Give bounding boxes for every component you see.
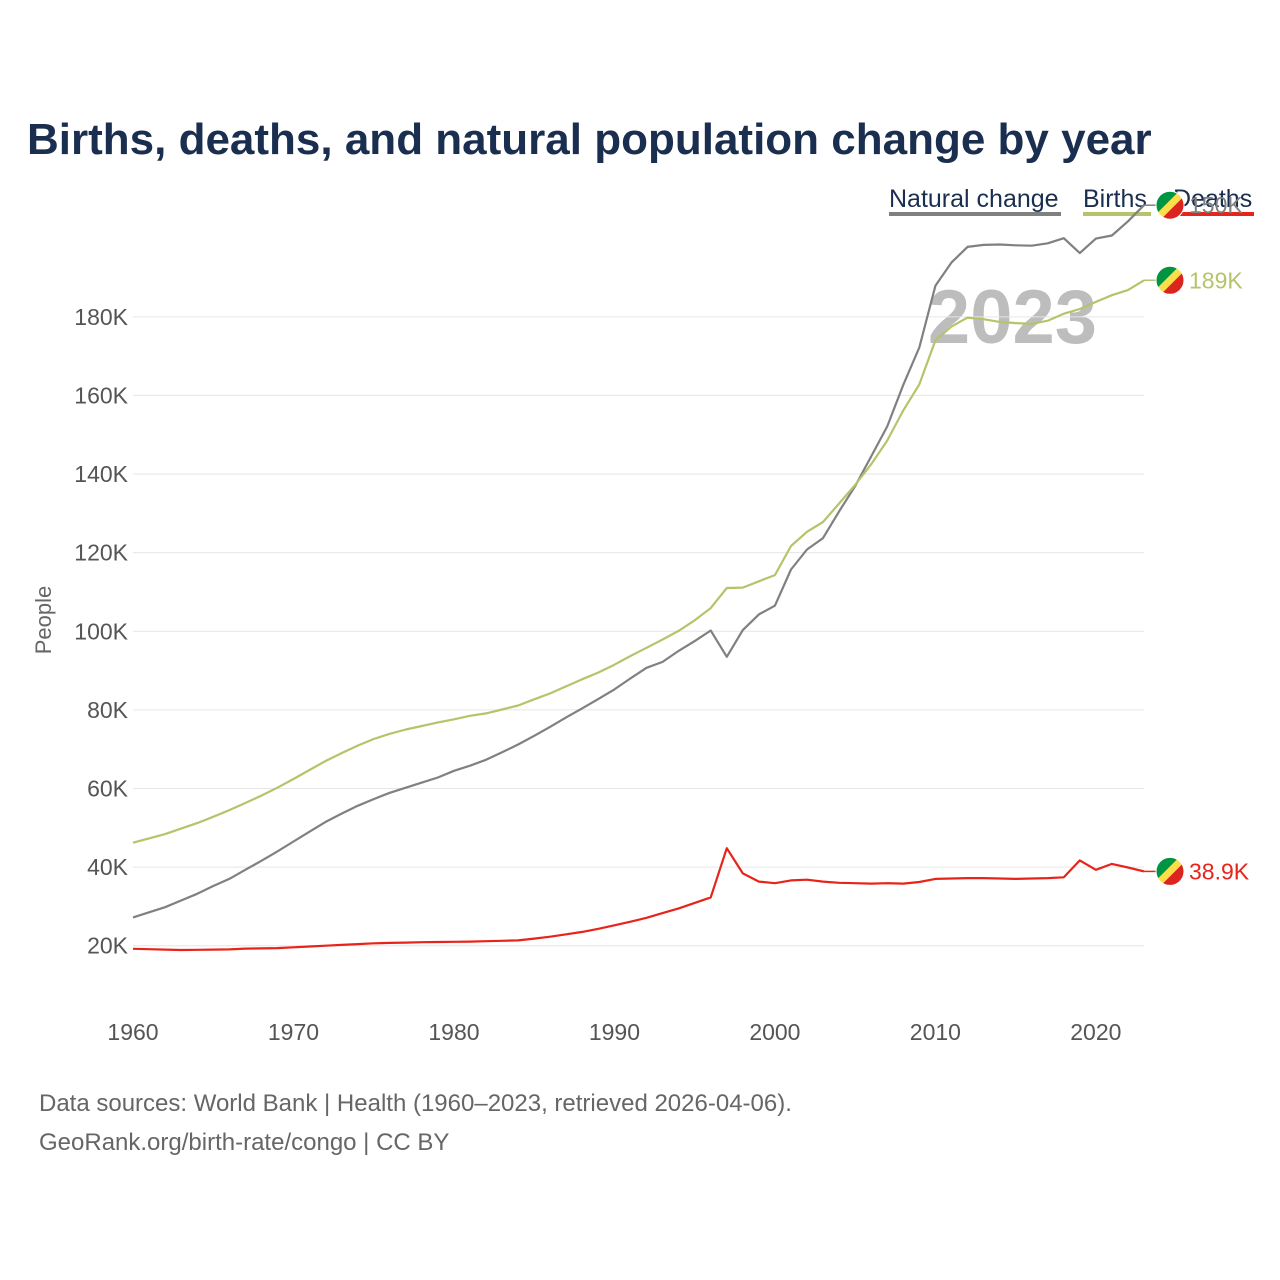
chart-title: Births, deaths, and natural population c… xyxy=(27,115,1152,164)
y-tick-label: 160K xyxy=(74,382,128,408)
series-line-natural-change[interactable] xyxy=(132,204,1145,919)
source-line-1: Data sources: World Bank | Health (1960–… xyxy=(39,1090,792,1117)
congo-flag-icon xyxy=(1155,190,1185,220)
x-tick-label: 1960 xyxy=(107,1019,158,1045)
legend-swatch-births xyxy=(1083,212,1151,216)
legend-item-deaths[interactable]: Deaths xyxy=(1173,185,1254,216)
end-value-label: 189K xyxy=(1189,267,1243,293)
legend-label-natural-change: Natural change xyxy=(889,185,1059,213)
x-tick-label: 1970 xyxy=(268,1019,319,1045)
year-label: 2023 xyxy=(928,275,1097,360)
y-tick-label: 120K xyxy=(74,540,128,566)
y-tick-label: 80K xyxy=(87,697,129,723)
y-tick-label: 100K xyxy=(74,618,128,644)
legend-label-deaths: Deaths xyxy=(1173,185,1252,213)
end-value-label: 38.9K xyxy=(1189,858,1250,884)
congo-flag-icon xyxy=(1155,856,1185,886)
y-tick-label: 20K xyxy=(87,933,129,959)
series-line-deaths[interactable] xyxy=(132,847,1145,952)
end-value-label: 150K xyxy=(1189,192,1243,218)
legend-item-natural-change[interactable]: Natural change xyxy=(889,185,1061,216)
x-tick-label: 2000 xyxy=(749,1019,800,1045)
y-tick-label: 180K xyxy=(74,304,128,330)
x-tick-label: 1980 xyxy=(428,1019,479,1045)
y-tick-label: 40K xyxy=(87,854,129,880)
legend: Natural change Births Deaths xyxy=(889,185,1254,216)
y-axis-ticks: 20K 40K 60K 80K 100K 120K 140K 160K 180K xyxy=(74,304,128,959)
legend-swatch-deaths xyxy=(1173,212,1254,216)
x-tick-label: 1990 xyxy=(589,1019,640,1045)
grid-lines xyxy=(133,316,1144,947)
x-axis-ticks: 1960 1970 1980 1990 2000 2010 2020 xyxy=(107,1019,1121,1045)
x-tick-label: 2010 xyxy=(910,1019,961,1045)
legend-item-births[interactable]: Births xyxy=(1083,185,1151,216)
legend-label-births: Births xyxy=(1083,185,1147,213)
y-tick-label: 60K xyxy=(87,775,129,801)
x-tick-label: 2020 xyxy=(1070,1019,1121,1045)
series-line-births[interactable] xyxy=(132,279,1145,844)
source-line-2[interactable]: GeoRank.org/birth-rate/congo | CC BY xyxy=(39,1129,449,1156)
end-markers: 150K 189K 38.9K xyxy=(1144,190,1250,886)
y-tick-label: 140K xyxy=(74,461,128,487)
legend-swatch-natural-change xyxy=(889,212,1061,216)
y-axis-label: People xyxy=(31,586,56,655)
congo-flag-icon xyxy=(1155,265,1185,295)
series-lines xyxy=(132,204,1145,952)
